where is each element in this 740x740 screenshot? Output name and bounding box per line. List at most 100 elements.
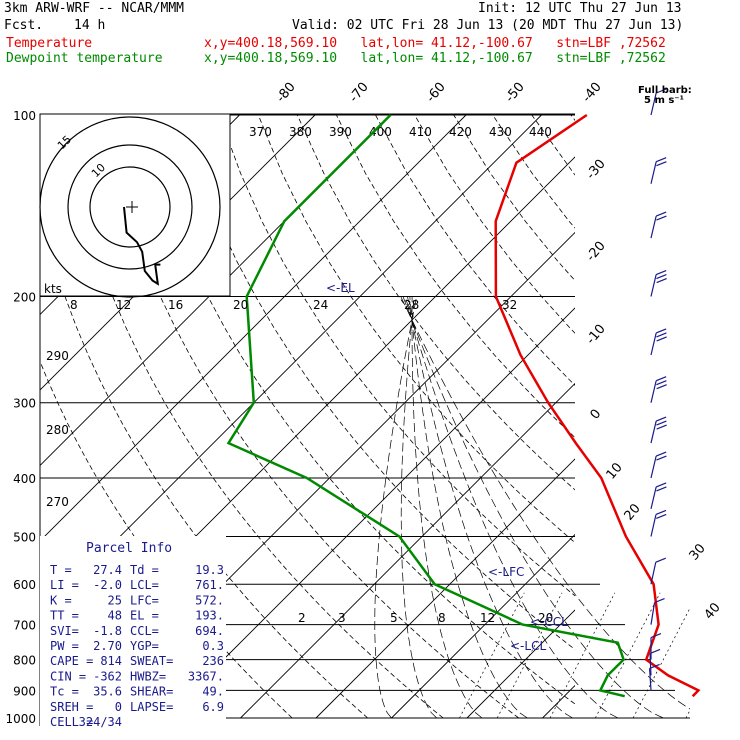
temperature-legend: Temperature: [6, 36, 93, 51]
forecast-hour: 14 h: [74, 18, 106, 33]
moist-adiabat-line: [400, 296, 438, 719]
parcel-field-label: Td =: [130, 563, 159, 577]
hodograph-speed-label: 20: [233, 298, 248, 312]
theta-label: 370: [249, 125, 272, 139]
wind-barb-flag: [655, 376, 667, 382]
wind-barb-flag: [655, 557, 666, 563]
full-barb-unit: 5 m s⁻¹: [644, 95, 684, 106]
wind-barb-flag: [650, 633, 662, 639]
parcel-field-label: PW =: [50, 639, 79, 653]
wind-barb-flag: [655, 509, 667, 516]
wind-barb-flag: [656, 420, 667, 426]
mixing-ratio-label: 2: [298, 611, 306, 625]
isotherm-line: [618, 115, 740, 718]
full-barb-legend: Full barb: 5 m s⁻¹: [638, 86, 692, 106]
parcel-field-label: LCL=: [130, 578, 159, 592]
wind-barb-staff: [650, 420, 657, 444]
dry-adiabat-line: [336, 114, 575, 439]
dewpoint-legend: Dewpoint temperature: [6, 51, 163, 66]
temperature-tick-label: 30: [687, 541, 709, 563]
parcel-field-value: 48: [108, 609, 122, 623]
dry-adiabat-label: 270: [46, 495, 69, 509]
wind-barb-flag: [655, 328, 667, 334]
isotherm-line: [240, 382, 575, 719]
hodograph-ring: [89, 166, 171, 248]
dry-adiabat-line: [218, 114, 575, 597]
temperature-profile: [494, 113, 701, 698]
wind-barb: [650, 376, 667, 403]
theta-label: 440: [529, 125, 552, 139]
hodograph-ring: [39, 116, 221, 298]
mixing-ratio-line: [595, 592, 661, 719]
parcel-field-value: 25: [108, 593, 122, 607]
wind-barb-flag: [649, 663, 660, 669]
forecast-label: Fcst.: [4, 18, 44, 33]
temperature-tick-label: -20: [584, 239, 609, 265]
parcel-field-value: 236: [202, 654, 224, 668]
wind-barb: [650, 211, 667, 239]
dry-adiabat-line: [257, 114, 575, 544]
parcel-field-value: 761.: [195, 578, 224, 592]
level-marker: <-LFC: [488, 565, 524, 579]
pressure-label: 500: [13, 530, 36, 544]
theta-label: 430: [489, 125, 512, 139]
hodograph-ring: [67, 144, 193, 270]
hodograph-speed-label: kts: [44, 282, 62, 296]
dry-adiabat-line: [649, 115, 740, 718]
wind-barb: [650, 416, 667, 444]
temperature-tick-label: -60: [424, 80, 449, 106]
wind-barb: [650, 328, 667, 356]
hodograph-speed-label: 8: [70, 298, 78, 312]
parcel-field-label: SWEAT=: [130, 654, 173, 668]
mixing-ratio-line: [549, 592, 616, 719]
temperature-location: x,y=400.18,569.10 lat,lon= 41.12,-100.67…: [204, 36, 666, 51]
pressure-label: 700: [13, 619, 36, 633]
parcel-field-value: 19.3: [195, 563, 224, 577]
wind-barb-flag: [656, 161, 667, 167]
parcel-field-value: 3367.: [188, 669, 224, 683]
parcel-field-label: Tc =: [50, 685, 79, 699]
mixing-ratio-label: 8: [438, 611, 446, 625]
theta-label: 410: [409, 125, 432, 139]
parcel-field-value: 2.70: [93, 639, 122, 653]
parcel-field-value: 0.3: [202, 639, 224, 653]
parcel-field-label: SVI=: [50, 624, 79, 638]
level-marker: <-EL: [326, 281, 355, 295]
mixing-ratio-label: 20: [538, 611, 553, 625]
isotherm-line: [694, 115, 740, 718]
wind-barb-flag: [656, 380, 667, 386]
parcel-field-value: -2.0: [93, 578, 122, 592]
isotherm-line: [40, 114, 467, 542]
init-time: Init: 12 UTC Thu 27 Jun 13: [478, 1, 682, 16]
wind-barb-flag: [656, 486, 667, 492]
wind-barb: [650, 157, 667, 184]
dry-adiabat-line: [688, 115, 740, 718]
parcel-field-value: 193.: [195, 609, 224, 623]
wind-barb: [650, 482, 667, 510]
isotherm-line: [164, 307, 575, 719]
temperature-tick-label: 20: [622, 501, 644, 523]
isotherm-line: [315, 458, 575, 719]
wind-barb-flag: [656, 273, 667, 280]
hodograph-trace: [123, 206, 161, 286]
wind-barb: [650, 633, 662, 660]
wind-barb-staff: [650, 161, 657, 184]
parcel-field-value: -1.8: [93, 624, 122, 638]
parcel-field-label: CAPE =: [50, 654, 93, 668]
parcel-field-label: CIN =: [50, 669, 86, 683]
parcel-field-value: 0: [115, 700, 122, 714]
dry-adiabat-label: 290: [46, 349, 69, 363]
wind-barb-flag: [656, 332, 667, 338]
mixing-ratio-line: [496, 592, 563, 719]
wind-barb: [650, 509, 667, 537]
pressure-label: 300: [13, 397, 36, 411]
parcel-field-value: 49.: [202, 685, 224, 699]
parcel-info-title: Parcel Info: [86, 541, 172, 556]
wind-barb-staff: [650, 602, 656, 625]
temperature-tick-label: -80: [274, 80, 299, 106]
pressure-label: 200: [13, 291, 36, 305]
dry-adiabat-line: [610, 115, 740, 718]
parcel-field-label: CCL=: [130, 624, 159, 638]
wind-barb-staff: [650, 380, 657, 403]
wind-barb-staff: [650, 215, 657, 239]
